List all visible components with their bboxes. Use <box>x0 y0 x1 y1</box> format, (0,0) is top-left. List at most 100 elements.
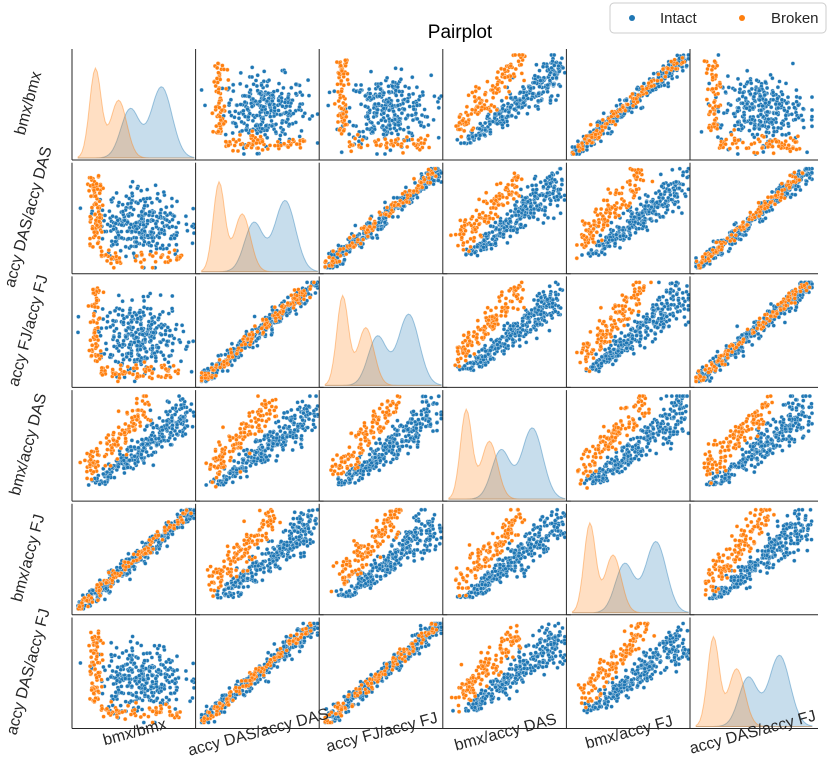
point-intact-231 <box>609 129 615 135</box>
point-intact-289 <box>386 89 391 95</box>
point-intact-291 <box>395 195 400 200</box>
point-intact-71 <box>170 348 175 353</box>
point-broken-414 <box>476 86 482 91</box>
point-intact-257 <box>683 194 688 199</box>
point-broken-409 <box>365 234 370 239</box>
point-intact-122 <box>559 182 565 187</box>
point-broken-420 <box>298 145 303 150</box>
point-intact-265 <box>379 118 384 123</box>
point-intact-112 <box>174 322 179 327</box>
point-broken-408 <box>91 290 96 296</box>
point-intact-190 <box>172 236 177 241</box>
point-broken-362 <box>510 178 515 183</box>
point-intact-217 <box>279 120 285 126</box>
point-intact-252 <box>375 107 380 112</box>
point-intact-179 <box>168 236 173 241</box>
point-broken-420 <box>473 227 478 232</box>
point-broken-402 <box>765 144 771 150</box>
point-broken-414 <box>632 183 638 188</box>
point-intact-209 <box>629 110 634 115</box>
point-intact-264 <box>487 122 493 127</box>
point-intact-278 <box>541 89 546 95</box>
point-intact-52 <box>801 125 806 130</box>
point-broken-427 <box>110 367 115 372</box>
point-intact-259 <box>245 107 250 112</box>
point-broken-418 <box>502 75 508 80</box>
point-broken-363 <box>255 145 261 151</box>
point-intact-126 <box>118 248 123 253</box>
point-broken-385 <box>87 348 92 353</box>
point-broken-324 <box>355 132 360 137</box>
point-intact-275 <box>112 308 118 313</box>
point-intact-290 <box>120 209 126 214</box>
point-broken-421 <box>482 92 488 97</box>
point-broken-408 <box>713 86 719 91</box>
point-intact-283 <box>513 213 519 218</box>
point-broken-382 <box>774 139 779 144</box>
point-broken-412 <box>605 223 610 228</box>
point-broken-351 <box>433 166 438 171</box>
point-intact-293 <box>664 204 670 209</box>
point-intact-274 <box>500 122 505 128</box>
legend-marker-broken <box>739 15 745 21</box>
point-intact-270 <box>534 187 539 192</box>
point-intact-180 <box>340 261 345 267</box>
point-intact-257 <box>509 213 515 219</box>
point-intact-201 <box>723 89 728 95</box>
point-intact-15 <box>783 81 789 86</box>
point-broken-322 <box>346 81 351 87</box>
point-intact-283 <box>173 225 179 230</box>
point-intact-229 <box>116 312 121 317</box>
point-intact-223 <box>368 91 373 96</box>
point-broken-351 <box>96 173 101 178</box>
point-intact-107 <box>139 188 144 193</box>
point-intact-251 <box>482 127 488 133</box>
point-intact-4 <box>189 369 194 374</box>
point-intact-249 <box>784 101 789 106</box>
point-intact-214 <box>133 244 139 249</box>
point-broken-428 <box>330 258 335 264</box>
point-intact-212 <box>809 114 815 119</box>
point-intact-235 <box>123 334 128 339</box>
point-broken-422 <box>517 52 522 58</box>
point-intact-237 <box>363 104 368 109</box>
point-intact-202 <box>511 228 516 233</box>
point-intact-261 <box>493 220 498 225</box>
point-intact-254 <box>414 103 420 108</box>
point-intact-297 <box>672 202 677 207</box>
point-broken-425 <box>96 219 102 224</box>
point-broken-391 <box>332 101 337 107</box>
point-intact-24 <box>228 97 234 102</box>
point-intact-18 <box>772 129 777 134</box>
point-broken-414 <box>696 263 701 268</box>
point-broken-428 <box>790 146 796 151</box>
point-intact-234 <box>593 251 599 256</box>
point-broken-313 <box>494 182 500 187</box>
point-intact-251 <box>773 101 778 107</box>
point-intact-244 <box>202 103 208 108</box>
point-intact-160 <box>227 101 232 106</box>
point-intact-294 <box>743 232 748 238</box>
point-intact-33 <box>162 357 167 362</box>
point-intact-42 <box>227 109 232 115</box>
panel-r2-c0 <box>71 276 200 388</box>
point-intact-234 <box>417 94 423 99</box>
point-broken-372 <box>404 134 410 140</box>
point-intact-249 <box>545 89 550 94</box>
point-broken-424 <box>393 137 398 143</box>
point-broken-387 <box>481 199 486 204</box>
point-broken-406 <box>708 109 713 114</box>
point-intact-258 <box>248 87 253 93</box>
point-intact-224 <box>726 85 731 90</box>
point-broken-397 <box>90 343 95 348</box>
point-intact-10 <box>406 125 411 130</box>
point-intact-164 <box>610 228 616 233</box>
point-intact-297 <box>257 91 262 96</box>
point-intact-263 <box>528 204 533 209</box>
point-intact-260 <box>752 126 757 131</box>
point-intact-296 <box>659 184 664 189</box>
point-intact-163 <box>105 314 110 319</box>
point-broken-414 <box>347 243 353 248</box>
point-broken-360 <box>499 80 505 85</box>
point-intact-197 <box>395 84 400 90</box>
